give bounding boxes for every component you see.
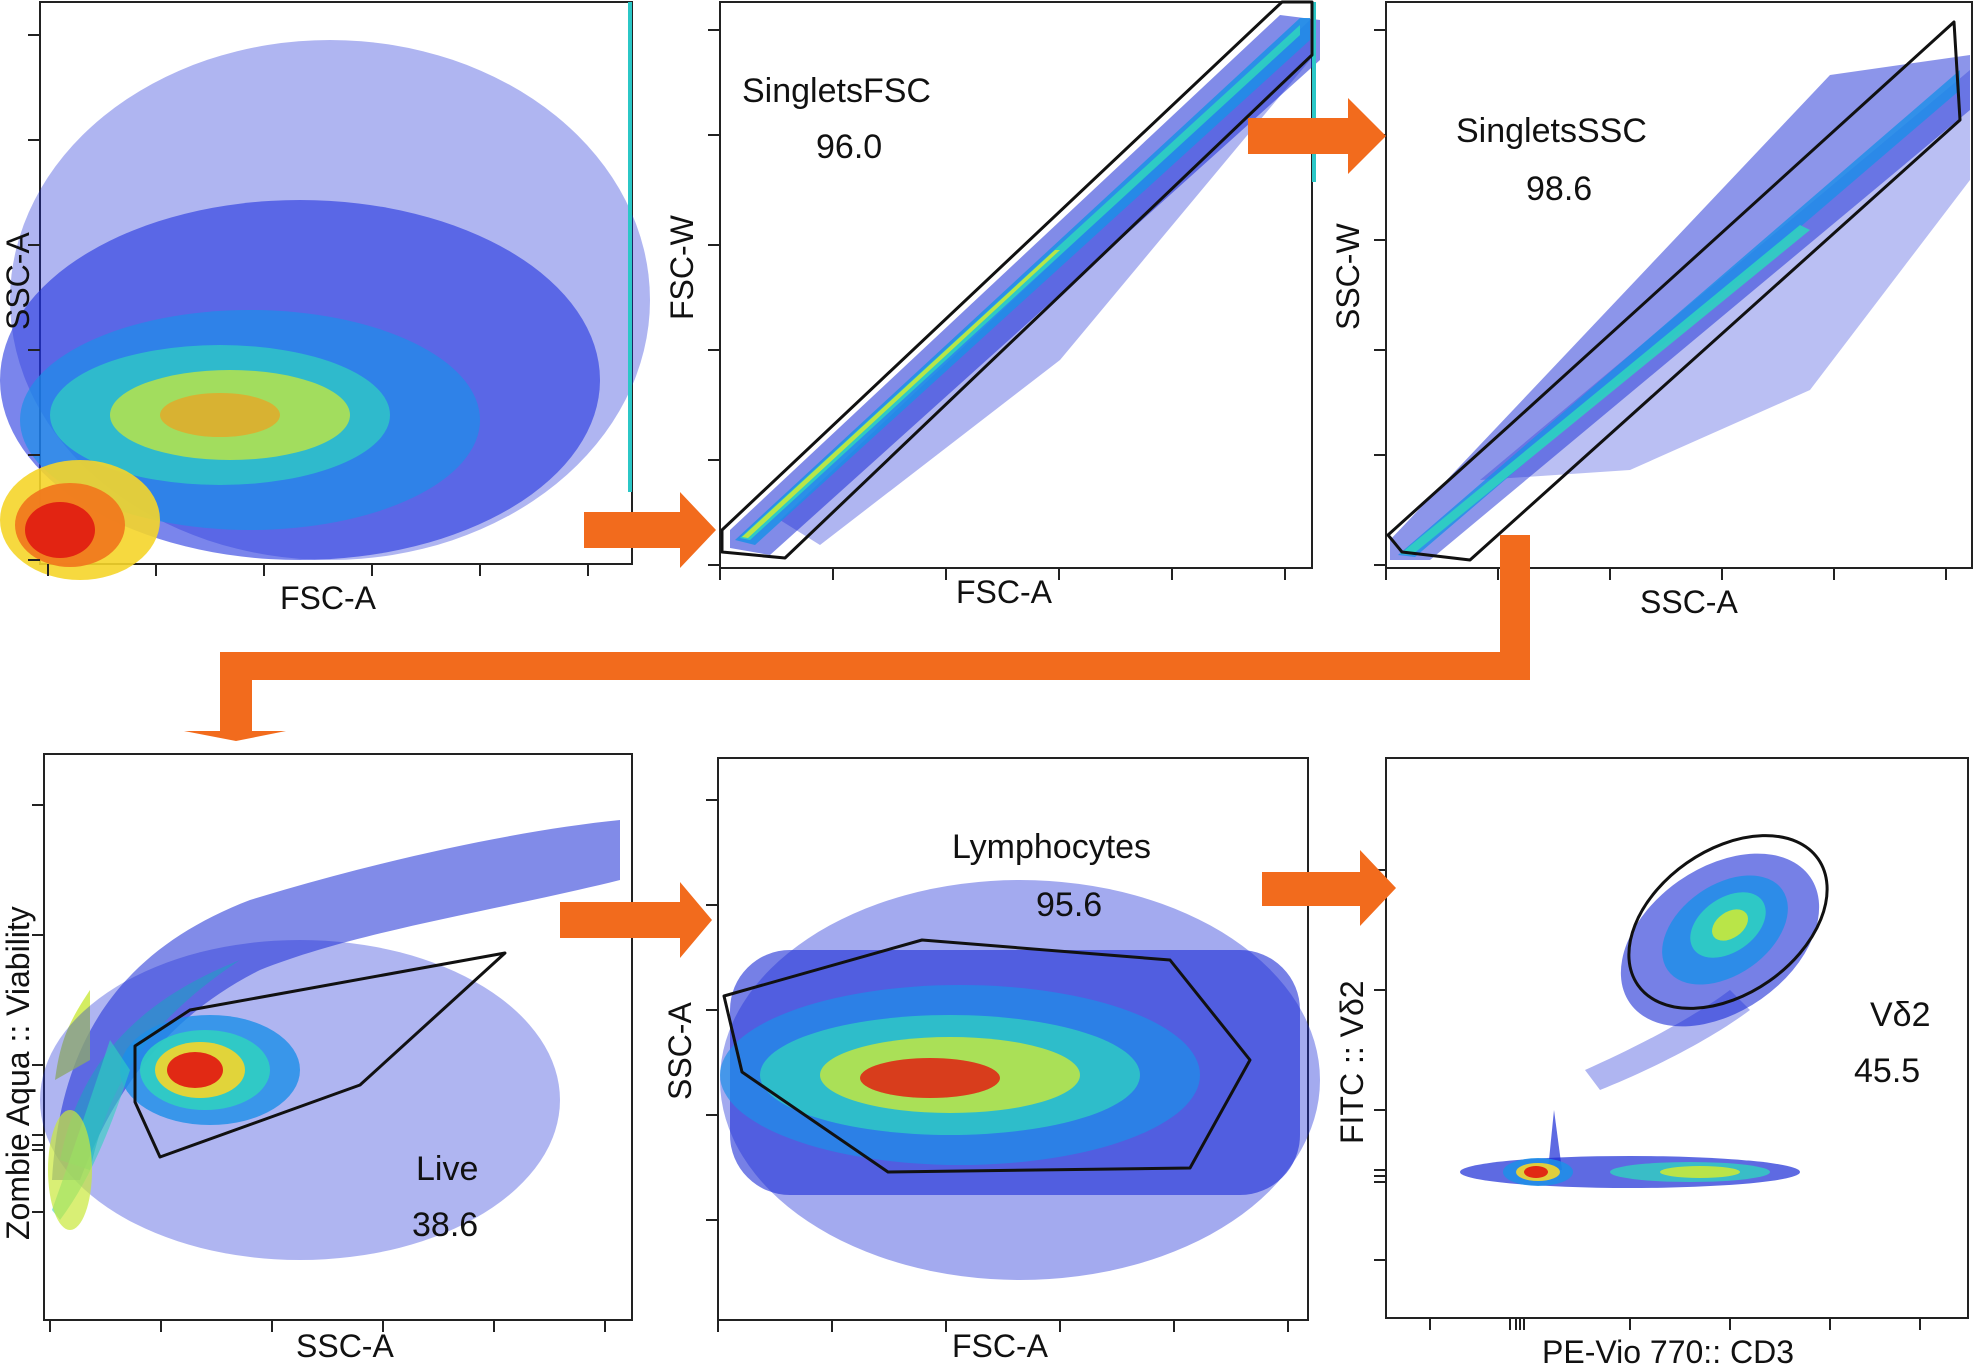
arrow-p1-to-p2 bbox=[584, 492, 716, 568]
arrow-p5-to-p6 bbox=[1262, 850, 1396, 926]
x-axis-ticks bbox=[719, 568, 1286, 580]
x-axis-label: FSC-A bbox=[280, 580, 376, 616]
x-axis-ticks bbox=[49, 1320, 606, 1332]
gate-singletsfsc[interactable] bbox=[720, 0, 1314, 560]
plot-area bbox=[706, 757, 1320, 1332]
plot-area bbox=[1374, 1, 1973, 580]
plot-panel-vd2: Vδ2 45.5 PE-Vio 770:: CD3 FITC :: Vδ2 bbox=[1330, 740, 1980, 1370]
y-axis-label: FITC :: Vδ2 bbox=[1334, 980, 1370, 1144]
x-axis-ticks bbox=[717, 1320, 1289, 1332]
x-axis-ticks bbox=[47, 564, 589, 576]
y-axis-label: SSC-W bbox=[1330, 223, 1366, 330]
x-axis-label: FSC-A bbox=[952, 1328, 1048, 1364]
y-axis-label: SSC-A bbox=[662, 1002, 698, 1100]
gate-singletsssc[interactable] bbox=[1386, 20, 1962, 562]
gate-percent: 96.0 bbox=[816, 128, 883, 166]
y-axis-label: FSC-W bbox=[664, 215, 700, 320]
y-axis-label: Zombie Aqua :: Viability bbox=[0, 906, 36, 1240]
gate-name: Live bbox=[416, 1150, 479, 1188]
gate-percent: 98.6 bbox=[1526, 170, 1593, 208]
plot-panel-viability: Live 38.6 SSC-A Zombie Aqua :: Viability bbox=[0, 740, 640, 1368]
gate-vd2[interactable] bbox=[1597, 800, 1860, 1044]
gate-lymphocytes[interactable] bbox=[722, 938, 1252, 1174]
gate-name: Lymphocytes bbox=[952, 828, 1152, 866]
plot-area bbox=[0, 1, 650, 580]
x-axis-ticks bbox=[1385, 568, 1947, 580]
plot-panel-ssc-singlets: SingletsSSC 98.6 SSC-A SSC-W bbox=[1330, 0, 1980, 630]
x-axis-label: FSC-A bbox=[956, 574, 1052, 610]
gate-name: Vδ2 bbox=[1870, 996, 1931, 1034]
y-axis-ticks bbox=[28, 34, 40, 561]
gate-name: SingletsFSC bbox=[742, 72, 931, 110]
plot-panel-fsc-singlets: SingletsFSC 96.0 FSC-A FSC-W bbox=[660, 0, 1320, 610]
gate-percent: 95.6 bbox=[1036, 886, 1103, 924]
plot-area bbox=[1374, 757, 1969, 1330]
gate-percent: 45.5 bbox=[1854, 1052, 1921, 1090]
plot-area bbox=[32, 753, 633, 1332]
y-axis-ticks bbox=[706, 799, 718, 1221]
plot-area bbox=[708, 0, 1320, 580]
x-axis-ticks bbox=[1429, 1318, 1921, 1330]
y-axis-ticks bbox=[1374, 869, 1386, 1261]
x-axis-label: SSC-A bbox=[296, 1328, 394, 1364]
x-axis-label: PE-Vio 770:: CD3 bbox=[1542, 1334, 1794, 1370]
arrow-p3-to-p4 bbox=[184, 535, 1530, 741]
arrow-p2-to-p3 bbox=[1248, 98, 1386, 174]
arrow-p4-to-p5 bbox=[560, 882, 712, 958]
y-axis-ticks bbox=[708, 29, 720, 566]
y-axis-ticks bbox=[32, 804, 44, 1213]
plot-panel-fsc-ssc: FSC-A SSC-A bbox=[0, 0, 650, 616]
gate-percent: 38.6 bbox=[412, 1206, 479, 1244]
gate-live[interactable] bbox=[133, 951, 507, 1159]
gate-name: SingletsSSC bbox=[1456, 112, 1647, 150]
plot-panel-lymphocytes: Lymphocytes 95.6 FSC-A SSC-A bbox=[660, 740, 1320, 1368]
x-axis-label: SSC-A bbox=[1640, 584, 1738, 620]
y-axis-label: SSC-A bbox=[0, 232, 36, 330]
